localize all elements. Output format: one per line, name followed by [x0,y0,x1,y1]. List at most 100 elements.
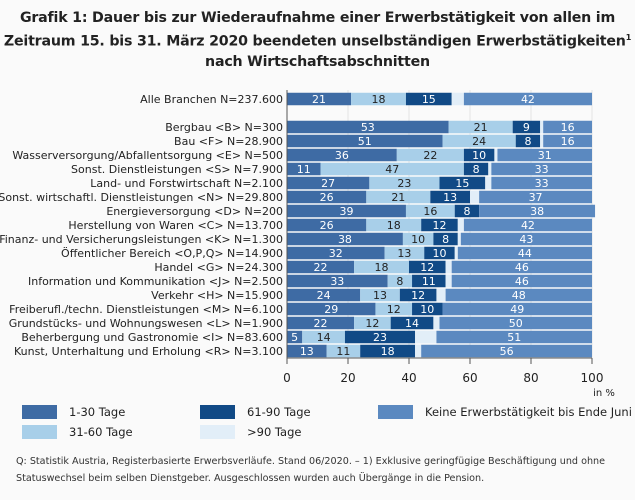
x-tick-label: 0 [283,371,291,385]
bar-segment [326,344,361,358]
bar-segment [454,246,458,260]
bar-segment [354,260,409,274]
legend-swatch [200,405,235,419]
data-label: 48 [512,289,526,302]
bar-segment [439,316,592,330]
title-line-3: nach Wirtschaftsabschnitten [205,53,430,70]
title-line-1: Grafik 1: Dauer bis zur Wiederaufnahme e… [19,10,616,26]
bar-segment [287,316,355,330]
category-label: Alle Branchen N=237.600 [140,93,283,106]
category-label: Energieversorgung <D> N=200 [106,205,283,218]
data-label: 36 [335,149,349,162]
category-label: Kunst, Unterhaltung und Erholung <R> N=3… [14,345,283,358]
data-label: 43 [519,233,533,246]
category-label: Beherbergung und Gastronomie <I> N=83.60… [21,331,283,344]
data-label: 5 [291,331,298,344]
bar-segment [430,190,470,204]
data-label: 11 [336,345,350,358]
legend-label: 61-90 Tage [247,405,311,419]
title-line-2-text: Zeitraum 15. bis 31. März 2020 beendeten… [3,33,626,50]
bar-segment [375,302,413,316]
bar-segment [390,316,434,330]
bar-segment [497,148,592,162]
category-label: Freiberufl./techn. Dienstleistungen <M> … [9,303,283,316]
data-label: 42 [521,219,535,232]
data-label: 39 [339,205,353,218]
bar-segment [445,260,452,274]
data-label: 16 [423,205,437,218]
data-label: 12 [365,317,379,330]
data-label: 8 [524,135,531,148]
category-label: Finanz- und Versicherungsleistungen <K> … [0,233,283,246]
bar-segment [445,274,452,288]
bar-segment [366,190,431,204]
data-label: 18 [387,219,401,232]
title-footnote-mark: 1 [625,33,632,42]
data-label: 14 [317,331,331,344]
stacked-bar-chart: 0 20 40 60 80 100 in % Alle Branchen N=237.600 2… [0,90,615,399]
bar-segment [405,204,455,218]
data-label: 22 [423,149,437,162]
data-label: 29 [324,303,338,316]
legend-label: Keine Erwerbstätigkeit bis Ende Juni [425,405,632,419]
chart-title: Grafik 1: Dauer bis zur Wiederaufnahme e… [0,8,635,72]
bar-segment [479,204,596,218]
bar-segment [287,344,327,358]
bar-segment [412,302,443,316]
category-label: Herstellung von Waren <C> N=13.700 [68,219,283,232]
data-label: 33 [330,275,344,288]
data-label: 10 [420,303,434,316]
bar-segment [448,120,513,134]
bar-segment [433,316,440,330]
x-tick-label: 60 [462,371,477,385]
legend-swatch [22,425,57,439]
footnote-line-1: Q: Statistik Austria, Registerbasierte E… [16,456,606,467]
bar-segment [445,288,592,302]
x-tick-label: 20 [340,371,355,385]
data-label: 15 [422,93,436,106]
category-label: Handel <G> N=24.300 [154,261,283,274]
legend-item: Keine Erwerbstätigkeit bis Ende Juni [378,405,632,419]
legend-item: >90 Tage [200,425,301,439]
data-label: 51 [507,331,521,344]
data-label: 42 [521,93,535,106]
data-label: 9 [523,121,530,134]
bar-segment [366,218,422,232]
bar-segment [287,246,385,260]
bar-segment [512,120,541,134]
bar-segment [360,344,416,358]
bar-segment [287,218,367,232]
x-tick-label: 80 [523,371,538,385]
data-label: 16 [561,121,575,134]
data-label: 32 [329,247,343,260]
data-label: 56 [500,345,514,358]
data-label: 50 [509,317,523,330]
bar-segment [387,274,413,288]
data-label: 13 [397,247,411,260]
bar-segment [354,316,391,330]
data-label: 12 [433,219,447,232]
bar-segment [412,274,446,288]
category-label: Verkehr <H> N=15.900 [151,289,283,302]
bar-segment [442,134,516,148]
bar-segment [436,288,446,302]
legend-label: 31-60 Tage [69,425,133,439]
bar-segment [436,330,592,344]
legend-item: 1-30 Tage [22,405,125,419]
data-label: 15 [455,177,469,190]
bar-segment [457,218,464,232]
bar-segment [491,176,592,190]
bar-segment [384,246,425,260]
bar-segment [457,232,461,246]
data-label: 12 [411,289,425,302]
data-label: 24 [472,135,486,148]
bar-segment [287,204,406,218]
bar-segment [457,246,592,260]
x-tick-label: 40 [401,371,416,385]
bar-segment [287,274,388,288]
x-axis-label: in % [593,388,615,399]
data-label: 18 [372,93,386,106]
data-label: 10 [433,247,447,260]
data-label: 12 [387,303,401,316]
bar-segment [287,148,397,162]
